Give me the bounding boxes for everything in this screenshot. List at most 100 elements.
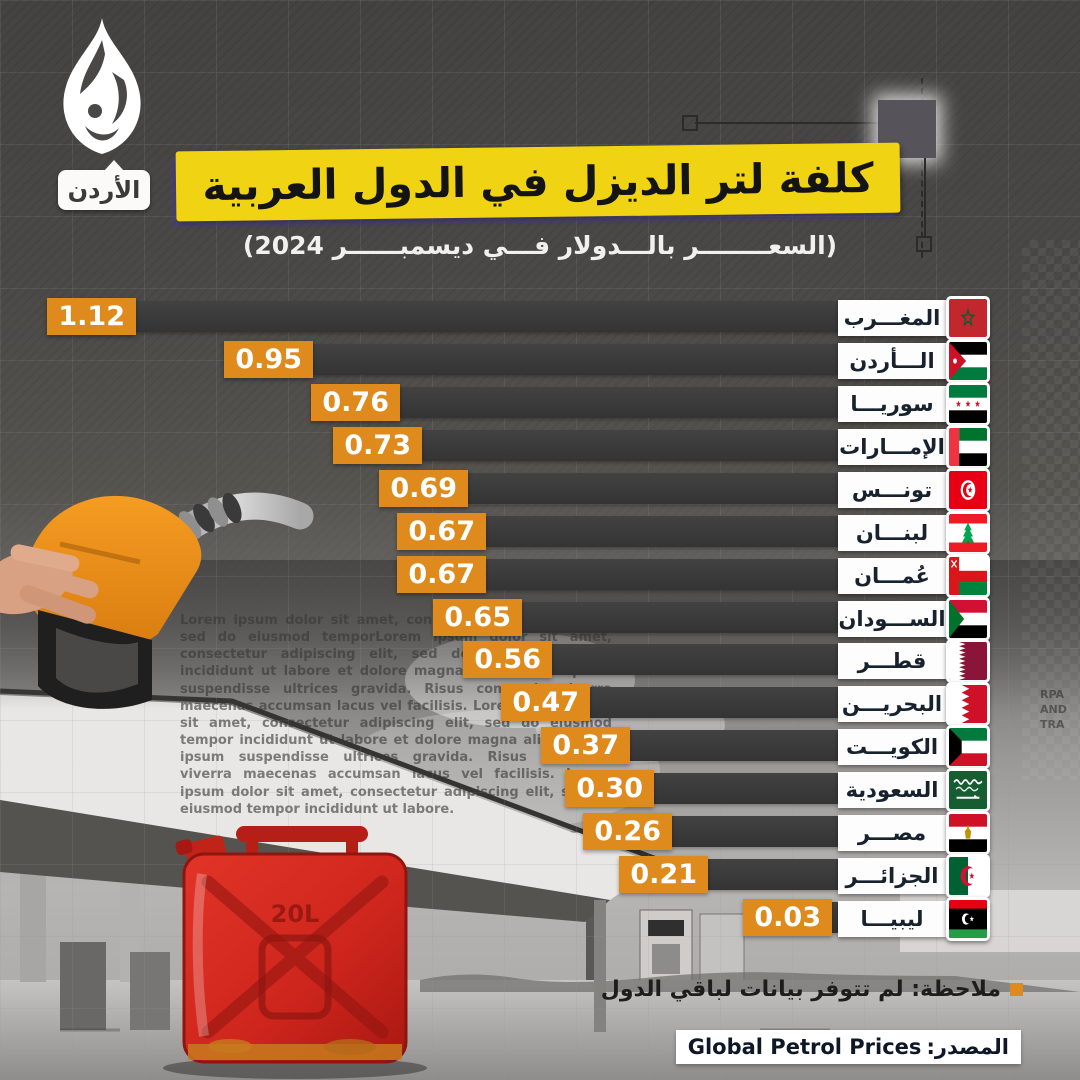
value-badge: 0.37 xyxy=(541,727,630,764)
bar xyxy=(672,816,838,847)
can-rust-spot xyxy=(324,1039,376,1055)
value-badge: 0.21 xyxy=(619,856,708,893)
value-badge: 0.65 xyxy=(433,599,522,636)
jerry-can-illustration: 20L xyxy=(163,826,427,1079)
deco-dashed-line xyxy=(921,78,923,258)
bar xyxy=(832,902,838,933)
country-label: تونـــس xyxy=(838,472,946,508)
country-label: البحريـــن xyxy=(838,686,946,722)
value-badge: 0.95 xyxy=(224,341,313,378)
country-flag-algeria xyxy=(946,854,990,898)
bar xyxy=(422,430,838,461)
pump-silhouette xyxy=(60,942,106,1030)
bar xyxy=(552,644,838,675)
bar xyxy=(486,559,838,590)
country-label: لبنـــان xyxy=(838,515,946,551)
can-highlight xyxy=(192,873,209,1037)
bar xyxy=(630,730,838,761)
country-flag-tunisia xyxy=(946,468,990,512)
source-value: Global Petrol Prices xyxy=(687,1035,922,1059)
hand xyxy=(0,544,99,624)
country-flag-saudi xyxy=(946,768,990,812)
sign-pole xyxy=(586,860,595,1002)
canopy-pillar xyxy=(20,860,46,982)
value-badge: 1.12 xyxy=(47,298,136,335)
bar xyxy=(654,773,838,804)
footnote: ملاحظة: لم تتوفر بيانات لباقي الدول xyxy=(601,977,1023,1002)
can-rust-spot xyxy=(208,1039,252,1053)
bar xyxy=(522,602,838,633)
bar xyxy=(590,687,838,718)
value-badge: 0.03 xyxy=(743,899,832,936)
bar xyxy=(486,516,838,547)
note-text: ملاحظة: لم تتوفر بيانات لباقي الدول xyxy=(600,977,1001,1002)
country-flag-oman xyxy=(946,554,990,598)
can-x-stamp xyxy=(201,875,389,1039)
source-label: المصدر: xyxy=(926,1035,1009,1059)
bar xyxy=(313,344,838,375)
value-badge: 0.69 xyxy=(379,470,468,507)
bar xyxy=(136,301,838,332)
value-badge: 0.26 xyxy=(583,813,672,850)
country-label: قطـــر xyxy=(838,643,946,679)
canopy-column xyxy=(594,900,606,1032)
country-flag-libya xyxy=(946,897,990,941)
nozzle-body-line xyxy=(59,541,141,565)
country-label: المغـــرب xyxy=(838,300,946,336)
value-badge: 0.30 xyxy=(565,770,654,807)
value-badge: 0.67 xyxy=(397,513,486,550)
badge-label: الأردن xyxy=(67,176,141,204)
value-badge: 0.47 xyxy=(501,684,590,721)
treeline xyxy=(420,972,1080,992)
can-handle xyxy=(236,826,368,842)
country-label: الإمـــارات xyxy=(838,429,946,465)
deco-line-vertical xyxy=(924,158,926,236)
country-flag-sudan xyxy=(946,597,990,641)
deco-line-horizontal xyxy=(695,122,879,124)
country-label: سوريـــا xyxy=(838,386,946,422)
pump-display xyxy=(648,920,684,936)
al-jazeera-logo xyxy=(63,18,141,154)
subtitle: (السعــــــــر بالـــدولار فـــي ديسمبــ… xyxy=(242,231,838,260)
note-bullet-icon xyxy=(1010,983,1023,996)
nozzle-handle-hole xyxy=(56,628,138,693)
country-flag-qatar xyxy=(946,639,990,683)
country-flag-bahrain xyxy=(946,682,990,726)
country-flag-lebanon xyxy=(946,511,990,555)
brand-region-badge: الأردن xyxy=(58,160,150,210)
pump-panel xyxy=(652,944,680,974)
deco-square-small xyxy=(916,236,932,252)
country-label: السعودية xyxy=(838,772,946,808)
bar xyxy=(468,473,838,504)
country-flag-egypt xyxy=(946,811,990,855)
fuel-nozzle-illustration xyxy=(0,492,314,709)
country-flag-uae xyxy=(946,425,990,469)
bar xyxy=(400,387,838,418)
country-flag-syria xyxy=(946,382,990,426)
deco-square-small xyxy=(682,115,698,131)
country-label: الجزائـــر xyxy=(838,858,946,894)
bar xyxy=(708,859,838,890)
country-label: ليبيـــا xyxy=(838,901,946,937)
value-badge: 0.67 xyxy=(397,556,486,593)
pump-silhouette xyxy=(130,952,170,1030)
source-attribution: المصدر: Global Petrol Prices xyxy=(675,1030,1021,1064)
country-flag-morocco xyxy=(946,296,990,340)
country-flag-kuwait xyxy=(946,725,990,769)
country-label: الـــأردن xyxy=(838,343,946,379)
country-flag-jordan xyxy=(946,339,990,383)
can-center-panel xyxy=(258,934,332,1020)
country-label: الكويـــت xyxy=(838,729,946,765)
can-volume-text: 20L xyxy=(271,900,320,928)
country-label: الســـودان xyxy=(838,601,946,637)
photo-text-fragment: RPA AND TRA xyxy=(1040,688,1067,731)
country-label: عُمـــان xyxy=(838,558,946,594)
value-badge: 0.73 xyxy=(333,427,422,464)
canopy-face xyxy=(0,695,660,900)
country-label: مصـــر xyxy=(838,815,946,851)
badge-notch xyxy=(104,160,124,171)
value-badge: 0.56 xyxy=(463,641,552,678)
value-badge: 0.76 xyxy=(311,384,400,421)
